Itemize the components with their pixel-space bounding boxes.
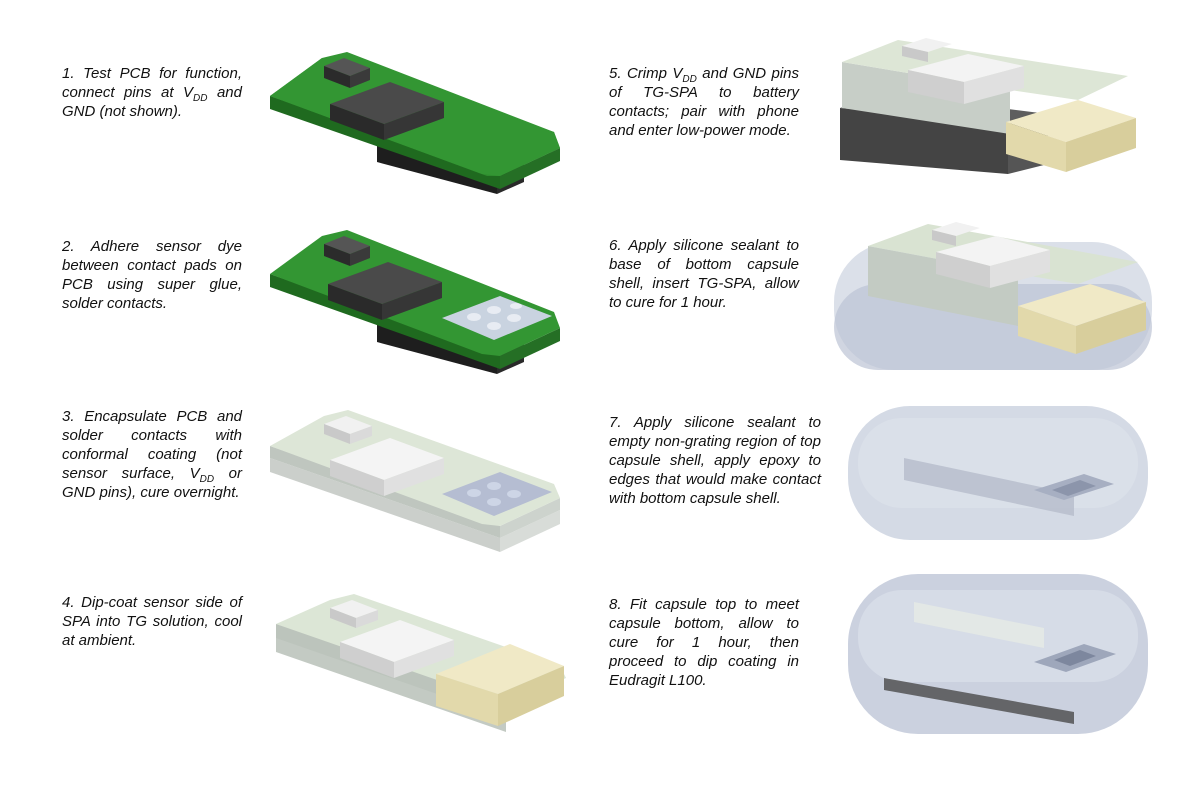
tg-coated-icon (268, 586, 578, 746)
step-5-post: and GND pins of TG-SPA to battery contac… (609, 65, 800, 139)
step-3-sub: DD (199, 474, 215, 485)
battery-assembly-icon (828, 24, 1148, 184)
step-3-number: 3. (62, 408, 75, 425)
step-2-body: Adhere sensor dye between contact pads o… (62, 238, 242, 312)
step-5-text: 5. Crimp VDD and GND pins of TG-SPA to b… (609, 64, 799, 140)
step-2-text: 2. Adhere sensor dye between contact pad… (62, 237, 242, 313)
step-1-post: and GND (not shown). (62, 84, 242, 120)
coated-pcb-icon (262, 396, 572, 556)
step-5-pre: Crimp V (626, 65, 683, 82)
step-3-pre: Encapsulate PCB and solder contacts with… (62, 408, 242, 482)
step-4-body: Dip-coat sensor side of SPA into TG solu… (62, 594, 243, 649)
top-shell-icon (844, 398, 1154, 548)
step-6-number: 6. (609, 237, 622, 254)
step-8-body: Fit capsule top to meet capsule bottom, … (609, 596, 799, 689)
step-8-text: 8. Fit capsule top to meet capsule botto… (609, 595, 799, 690)
capsule-assembled-icon (844, 570, 1154, 740)
step-6-body: Apply silicone sealant to base of bottom… (609, 237, 799, 311)
step-4-number: 4. (62, 594, 75, 611)
step-3-post: or GND pins), cure overnight. (62, 465, 242, 501)
step-7-text: 7. Apply silicone sealant to empty non-g… (609, 413, 821, 508)
step-8-number: 8. (609, 596, 622, 613)
step-5-sub: DD (682, 74, 697, 85)
step-1-number: 1. (62, 65, 75, 82)
step-1-text: 1. Test PCB for function, connect pins a… (62, 64, 242, 121)
step-1-sub: DD (193, 93, 208, 104)
pcb-icon (262, 44, 572, 204)
sensor-pcb-icon (262, 222, 572, 382)
step-6-text: 6. Apply silicone sealant to base of bot… (609, 236, 799, 312)
step-4-text: 4. Dip-coat sensor side of SPA into TG s… (62, 593, 242, 650)
step-7-number: 7. (609, 414, 622, 431)
bottom-shell-icon (828, 214, 1158, 384)
step-3-text: 3. Encapsulate PCB and solder contacts w… (62, 407, 242, 502)
step-5-number: 5. (609, 65, 622, 82)
step-1-pre: Test PCB for function, connect pins at V (62, 65, 242, 101)
step-2-number: 2. (62, 238, 75, 255)
step-7-body: Apply silicone sealant to empty non-grat… (609, 414, 821, 507)
